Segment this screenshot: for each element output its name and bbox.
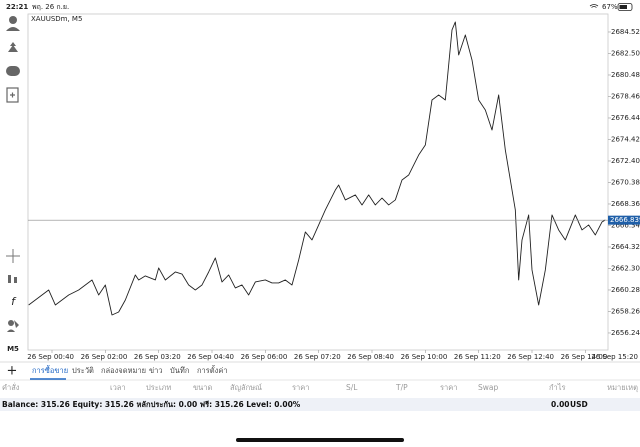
status-time: 22:21 bbox=[6, 3, 28, 11]
tab[interactable]: บันทึก bbox=[170, 366, 189, 375]
current-price-label: 2666.839 bbox=[610, 216, 640, 224]
y-tick-label: 2684.520 bbox=[611, 28, 640, 36]
balance-summary: Balance: 315.26 Equity: 315.26 หลักประกั… bbox=[2, 400, 301, 409]
wifi-icon bbox=[589, 4, 599, 8]
column-header: T/P bbox=[395, 383, 408, 392]
trade-icon[interactable] bbox=[8, 42, 18, 52]
y-tick-label: 2656.240 bbox=[611, 329, 640, 337]
x-tick-label: 26 Sep 02:00 bbox=[81, 353, 128, 361]
new-chart-icon[interactable] bbox=[6, 87, 19, 103]
account-icon[interactable] bbox=[9, 16, 17, 24]
y-tick-label: 2658.260 bbox=[611, 307, 640, 315]
x-tick-label: 26 Sep 12:40 bbox=[507, 353, 554, 361]
left-toolbar: f bbox=[6, 16, 20, 332]
y-tick-label: 2682.500 bbox=[611, 49, 640, 57]
tab[interactable]: กล่องจดหมาย bbox=[101, 366, 146, 375]
battery-level bbox=[619, 5, 627, 9]
column-header: ราคา bbox=[440, 383, 457, 392]
tab[interactable]: การซื้อขาย bbox=[32, 365, 68, 375]
x-tick-label: 26 Sep 08:40 bbox=[347, 353, 394, 361]
timeframe-button[interactable]: M5 bbox=[7, 345, 19, 353]
y-tick-label: 2664.320 bbox=[611, 243, 640, 251]
x-tick-label: 26 Sep 00:40 bbox=[27, 353, 74, 361]
status-battery: 67% bbox=[602, 3, 618, 11]
x-tick-label: 26 Sep 04:40 bbox=[187, 353, 234, 361]
home-indicator bbox=[236, 438, 404, 442]
x-tick-label: 26 Sep 07:20 bbox=[294, 353, 341, 361]
y-tick-label: 2674.420 bbox=[611, 135, 640, 143]
column-header: ประเภท bbox=[146, 383, 171, 392]
new-chart-plus bbox=[10, 92, 15, 98]
x-tick-label: 26 Sep 14:00 bbox=[561, 353, 608, 361]
objects-icon[interactable] bbox=[8, 320, 14, 326]
chart-symbol: XAUUSDm, M5 bbox=[31, 15, 82, 23]
objects-icon-body bbox=[7, 320, 19, 332]
column-header: ราคา bbox=[292, 383, 309, 392]
current-price-tag bbox=[608, 215, 640, 225]
x-tick-label: 26 Sep 03:20 bbox=[134, 353, 181, 361]
status-date: พฤ. 26 ก.ย. bbox=[32, 3, 69, 11]
column-header: หมายเหตุ bbox=[607, 383, 638, 392]
y-tick-label: 2670.380 bbox=[611, 178, 640, 186]
y-tick-label: 2668.360 bbox=[611, 200, 640, 208]
column-header: กำไร bbox=[549, 383, 566, 392]
total-profit: 0.00 bbox=[551, 400, 570, 409]
y-tick-label: 2680.480 bbox=[611, 71, 640, 79]
y-tick-label: 2672.400 bbox=[611, 157, 640, 165]
y-tick-label: 2660.280 bbox=[611, 286, 640, 294]
tab[interactable]: ข่าว bbox=[149, 366, 163, 375]
column-header: เวลา bbox=[110, 383, 126, 392]
y-tick-label: 2666.340 bbox=[611, 221, 640, 229]
column-header: คำสั่ง bbox=[2, 382, 20, 392]
crosshair-icon[interactable] bbox=[6, 249, 20, 263]
y-tick-label: 2678.460 bbox=[611, 92, 640, 100]
y-tick-label: 2676.440 bbox=[611, 114, 640, 122]
tab[interactable]: การตั้งค่า bbox=[197, 365, 228, 375]
indicator-icon-bar bbox=[14, 277, 17, 283]
chart-frame bbox=[27, 13, 609, 351]
tab[interactable]: ประวัติ bbox=[72, 366, 94, 375]
column-header: S/L bbox=[346, 383, 358, 392]
balance-row bbox=[0, 398, 640, 411]
battery-icon bbox=[617, 3, 633, 11]
chat-icon[interactable] bbox=[6, 66, 20, 76]
x-tick-label: 26 Sep 10:00 bbox=[401, 353, 448, 361]
column-header: ขนาด bbox=[193, 383, 212, 392]
indicator-icon[interactable] bbox=[8, 275, 11, 283]
column-header: Swap bbox=[478, 383, 498, 392]
x-tick-label: 26 Sep 11:20 bbox=[454, 353, 501, 361]
x-tick-label: 26 Sep 15:20 bbox=[591, 353, 638, 361]
x-tick-label: 26 Sep 06:00 bbox=[241, 353, 288, 361]
account-icon-body[interactable] bbox=[6, 27, 20, 31]
currency: USD bbox=[570, 400, 588, 409]
column-header: สัญลักษณ์ bbox=[230, 383, 262, 392]
price-line bbox=[28, 21, 606, 316]
add-button[interactable]: + bbox=[7, 364, 18, 379]
y-tick-label: 2662.300 bbox=[611, 264, 640, 272]
function-icon[interactable]: f bbox=[11, 295, 17, 308]
